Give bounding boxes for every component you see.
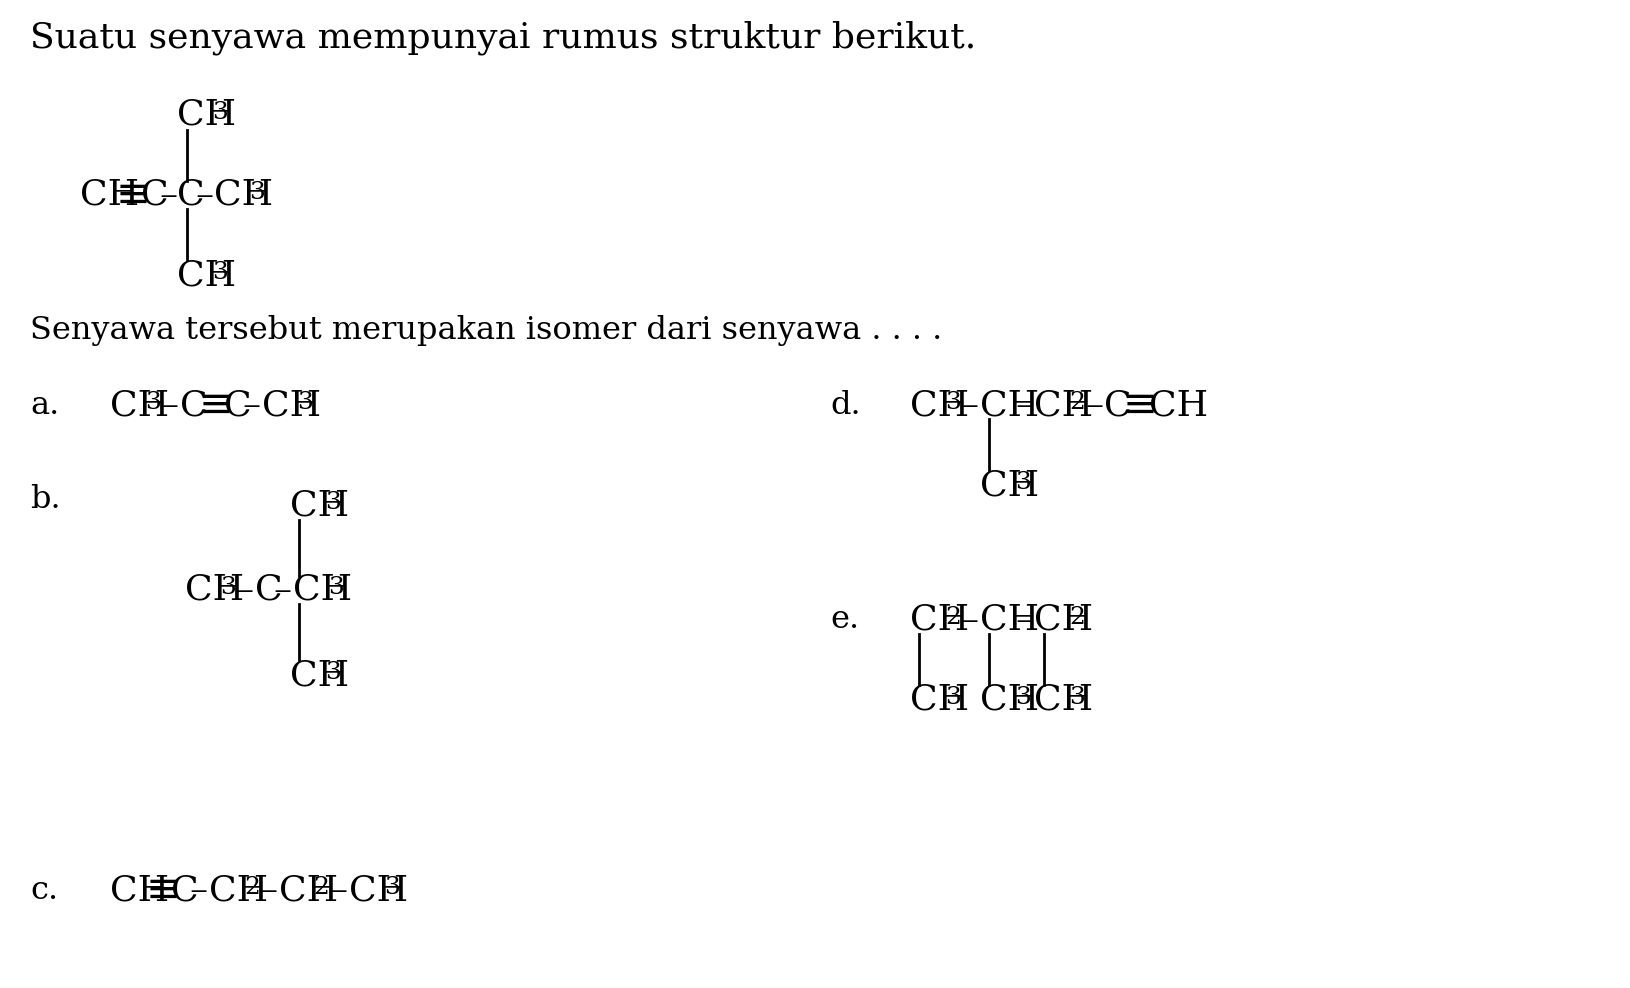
Text: CH: CH: [290, 488, 349, 522]
Text: 3: 3: [212, 261, 228, 284]
Text: CH: CH: [1035, 388, 1094, 422]
Text: –: –: [160, 178, 178, 212]
Text: CH: CH: [980, 468, 1038, 502]
Text: CH: CH: [349, 873, 408, 907]
Text: CH: CH: [1035, 603, 1094, 637]
Text: CH: CH: [910, 683, 970, 717]
Text: –: –: [196, 178, 214, 212]
Text: 3: 3: [324, 661, 341, 684]
Text: CH: CH: [980, 683, 1038, 717]
Text: –: –: [1015, 603, 1033, 637]
Text: CH: CH: [1149, 388, 1208, 422]
Text: –: –: [160, 388, 179, 422]
Text: 3: 3: [1069, 686, 1086, 709]
Text: CH: CH: [980, 603, 1038, 637]
Text: ≡: ≡: [145, 869, 179, 911]
Text: –: –: [274, 573, 292, 607]
Text: –: –: [960, 603, 978, 637]
Text: C: C: [1105, 388, 1131, 422]
Text: CH: CH: [80, 178, 139, 212]
Text: a.: a.: [29, 389, 59, 421]
Text: 3: 3: [324, 491, 341, 514]
Text: 3: 3: [1015, 471, 1030, 494]
Text: –: –: [1086, 388, 1104, 422]
Text: CH: CH: [178, 258, 236, 292]
Text: –: –: [1015, 388, 1033, 422]
Text: 3: 3: [328, 576, 344, 599]
Text: CH: CH: [214, 178, 272, 212]
Text: ≡: ≡: [199, 384, 233, 426]
Text: ≡: ≡: [116, 174, 150, 216]
Text: c.: c.: [29, 874, 59, 905]
Text: –: –: [960, 388, 978, 422]
Text: CH: CH: [1035, 683, 1094, 717]
Text: 3: 3: [383, 876, 399, 899]
Text: 2: 2: [315, 876, 329, 899]
Text: –: –: [235, 573, 254, 607]
Text: 2: 2: [1069, 391, 1086, 414]
Text: CH: CH: [980, 388, 1038, 422]
Text: –: –: [189, 873, 207, 907]
Text: 3: 3: [220, 576, 236, 599]
Text: CH: CH: [109, 388, 170, 422]
Text: CH: CH: [262, 388, 321, 422]
Text: CH: CH: [290, 658, 349, 692]
Text: CH: CH: [279, 873, 337, 907]
Text: CH: CH: [209, 873, 267, 907]
Text: C: C: [142, 178, 170, 212]
Text: 3: 3: [145, 391, 161, 414]
Text: C: C: [179, 388, 207, 422]
Text: 3: 3: [212, 101, 228, 124]
Text: CH: CH: [910, 388, 970, 422]
Text: 3: 3: [945, 686, 962, 709]
Text: 2: 2: [945, 606, 962, 629]
Text: 3: 3: [297, 391, 313, 414]
Text: d.: d.: [830, 389, 861, 421]
Text: b.: b.: [29, 484, 60, 516]
Text: CH: CH: [184, 573, 244, 607]
Text: CH: CH: [109, 873, 170, 907]
Text: –: –: [259, 873, 277, 907]
Text: –: –: [243, 388, 261, 422]
Text: C: C: [223, 388, 251, 422]
Text: –: –: [329, 873, 347, 907]
Text: 2: 2: [1069, 606, 1086, 629]
Text: CH: CH: [293, 573, 352, 607]
Text: C: C: [178, 178, 205, 212]
Text: CH: CH: [910, 603, 970, 637]
Text: 3: 3: [945, 391, 962, 414]
Text: e.: e.: [830, 605, 859, 635]
Text: Suatu senyawa mempunyai rumus struktur berikut.: Suatu senyawa mempunyai rumus struktur b…: [29, 21, 976, 55]
Text: ≡: ≡: [1123, 384, 1157, 426]
Text: CH: CH: [178, 98, 236, 132]
Text: 3: 3: [249, 181, 264, 204]
Text: 3: 3: [1015, 686, 1030, 709]
Text: C: C: [171, 873, 199, 907]
Text: Senyawa tersebut merupakan isomer dari senyawa . . . .: Senyawa tersebut merupakan isomer dari s…: [29, 314, 942, 346]
Text: C: C: [254, 573, 282, 607]
Text: 2: 2: [244, 876, 259, 899]
